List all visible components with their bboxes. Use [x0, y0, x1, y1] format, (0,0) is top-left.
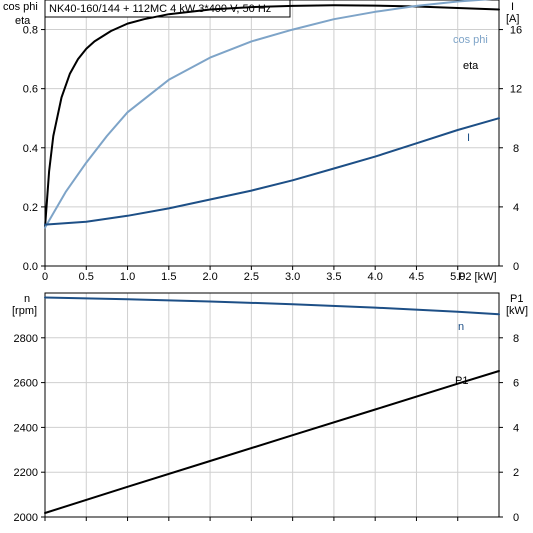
right-tick-label: 8	[513, 143, 519, 155]
chart-title: NK40-160/144 + 112MC 4 kW 3*400 V, 50 Hz	[49, 3, 271, 15]
series-line-i	[44, 117, 500, 226]
bottom-right-axis-label-2: [kW]	[506, 305, 528, 317]
left-tick-label: 2000	[14, 512, 38, 524]
right-tick-label: 2	[513, 467, 519, 479]
series-label-eta: eta	[463, 60, 479, 72]
top-plot-frame	[44, 0, 500, 267]
x-tick-label: 0	[42, 271, 48, 283]
bottom-plot-frame	[44, 292, 500, 518]
right-tick-label: 6	[513, 378, 519, 390]
right-tick-label: 0	[513, 261, 519, 273]
right-tick-label: 12	[510, 84, 522, 96]
x-tick-label: 4.5	[409, 271, 424, 283]
bottom-chart: n [rpm] P1 [kW] 2000 2200 2400 2600 2800 0 2 4…	[12, 292, 528, 524]
top-chart: NK40-160/144 + 112MC 4 kW 3*400 V, 50 Hz…	[3, 0, 522, 283]
series-label-p1: P1	[455, 375, 468, 387]
left-tick-label: 0.6	[23, 84, 38, 96]
series-line-n	[44, 296, 500, 316]
x-tick-label: 3.0	[285, 271, 300, 283]
top-right-axis-label-1: I	[511, 1, 514, 13]
x-axis-label: P2 [kW]	[458, 271, 497, 283]
series-line-cos-phi	[44, 0, 493, 229]
left-tick-label: 0.2	[23, 202, 38, 214]
series-label-speed: n	[458, 321, 464, 333]
right-tick-label: 8	[513, 333, 519, 345]
right-tick-label: 0	[513, 512, 519, 524]
bottom-right-axis-label-1: P1	[510, 293, 523, 305]
left-tick-label: 2600	[14, 378, 38, 390]
series-label-cos-phi: cos phi	[453, 34, 488, 46]
x-tick-label: 4.0	[368, 271, 383, 283]
left-tick-label: 2200	[14, 467, 38, 479]
left-tick-label: 0.4	[23, 143, 38, 155]
x-tick-label: 2.0	[202, 271, 217, 283]
x-tick-label: 3.5	[326, 271, 341, 283]
x-tick-label: 0.5	[79, 271, 94, 283]
title-box	[44, 0, 291, 18]
series-line-p1	[44, 370, 500, 514]
right-tick-label: 4	[513, 202, 519, 214]
series-line-eta	[44, 4, 500, 229]
top-left-axis-label-2: eta	[15, 15, 31, 27]
left-tick-label: 2400	[14, 422, 38, 434]
x-tick-label: 1.5	[161, 271, 176, 283]
left-tick-label: 0.0	[23, 261, 38, 273]
bottom-left-axis-label-1: n	[24, 293, 30, 305]
right-tick-label: 4	[513, 422, 519, 434]
top-right-axis-label-2: [A]	[506, 13, 519, 25]
right-tick-label: 16	[510, 25, 522, 37]
left-tick-label: 0.8	[23, 25, 38, 37]
left-tick-label: 2800	[14, 333, 38, 345]
top-left-axis-label-1: cos phi	[3, 1, 38, 13]
x-tick-label: 5.0	[450, 271, 465, 283]
bottom-left-axis-label-2: [rpm]	[12, 305, 37, 317]
series-label-current: I	[467, 132, 470, 144]
x-tick-label: 1.0	[120, 271, 135, 283]
x-tick-label: 2.5	[244, 271, 259, 283]
